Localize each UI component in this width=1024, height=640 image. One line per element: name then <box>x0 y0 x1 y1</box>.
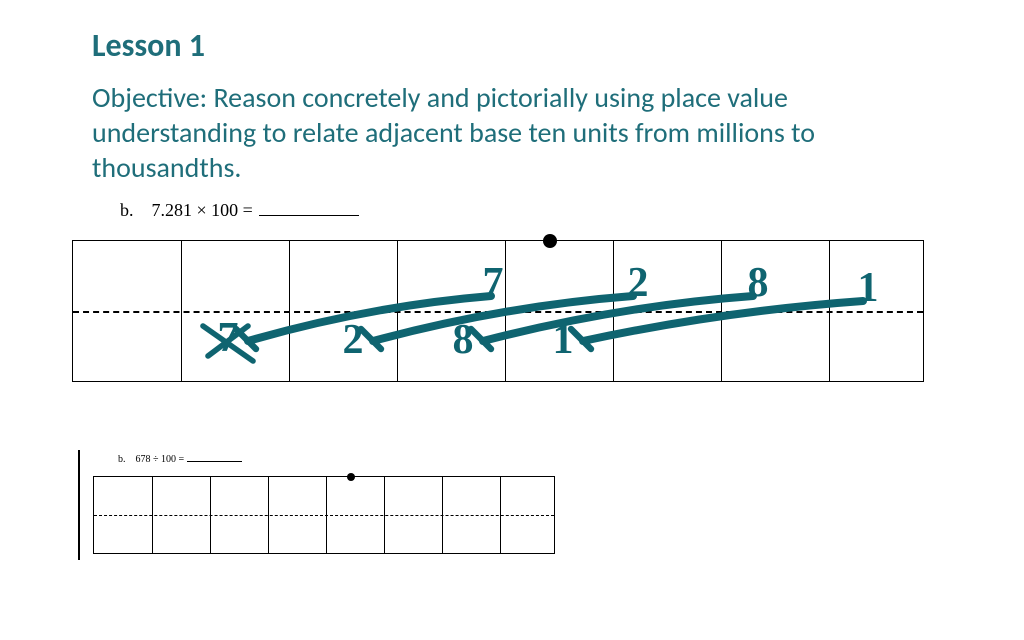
problem-b1-letter: b. <box>120 200 134 220</box>
svg-text:7: 7 <box>218 315 239 361</box>
svg-text:2: 2 <box>343 317 364 363</box>
problem-b2-blank <box>187 461 242 462</box>
svg-text:1: 1 <box>553 317 574 363</box>
problem-b2-letter: b. <box>118 454 126 465</box>
problem-b2-label: b. 678 ÷ 100 = <box>118 454 242 465</box>
problem-b1-label: b. 7.281 × 100 = <box>120 200 359 221</box>
lesson-objective: Objective: Reason concretely and pictori… <box>92 80 912 185</box>
chart2-divider <box>94 515 554 516</box>
place-value-chart-1: 7 2 8 1 7 2 8 1 <box>72 240 924 382</box>
lesson-title: Lesson 1 <box>92 26 205 65</box>
lesson-page: Lesson 1 Objective: Reason concretely an… <box>0 0 1024 640</box>
decimal-point-2 <box>347 473 355 481</box>
left-margin-mark <box>78 450 80 560</box>
place-value-chart-2 <box>93 476 555 554</box>
svg-text:8: 8 <box>748 260 769 306</box>
decimal-point-1 <box>543 234 557 248</box>
svg-text:8: 8 <box>453 317 474 363</box>
svg-text:2: 2 <box>628 260 649 306</box>
problem-b2-expression: 678 ÷ 100 = <box>136 454 185 465</box>
svg-text:1: 1 <box>858 265 879 311</box>
problem-b1-expression: 7.281 × 100 = <box>152 200 253 220</box>
svg-text:7: 7 <box>483 260 504 306</box>
problem-b1-blank <box>259 215 359 216</box>
chart1-divider <box>73 311 923 313</box>
